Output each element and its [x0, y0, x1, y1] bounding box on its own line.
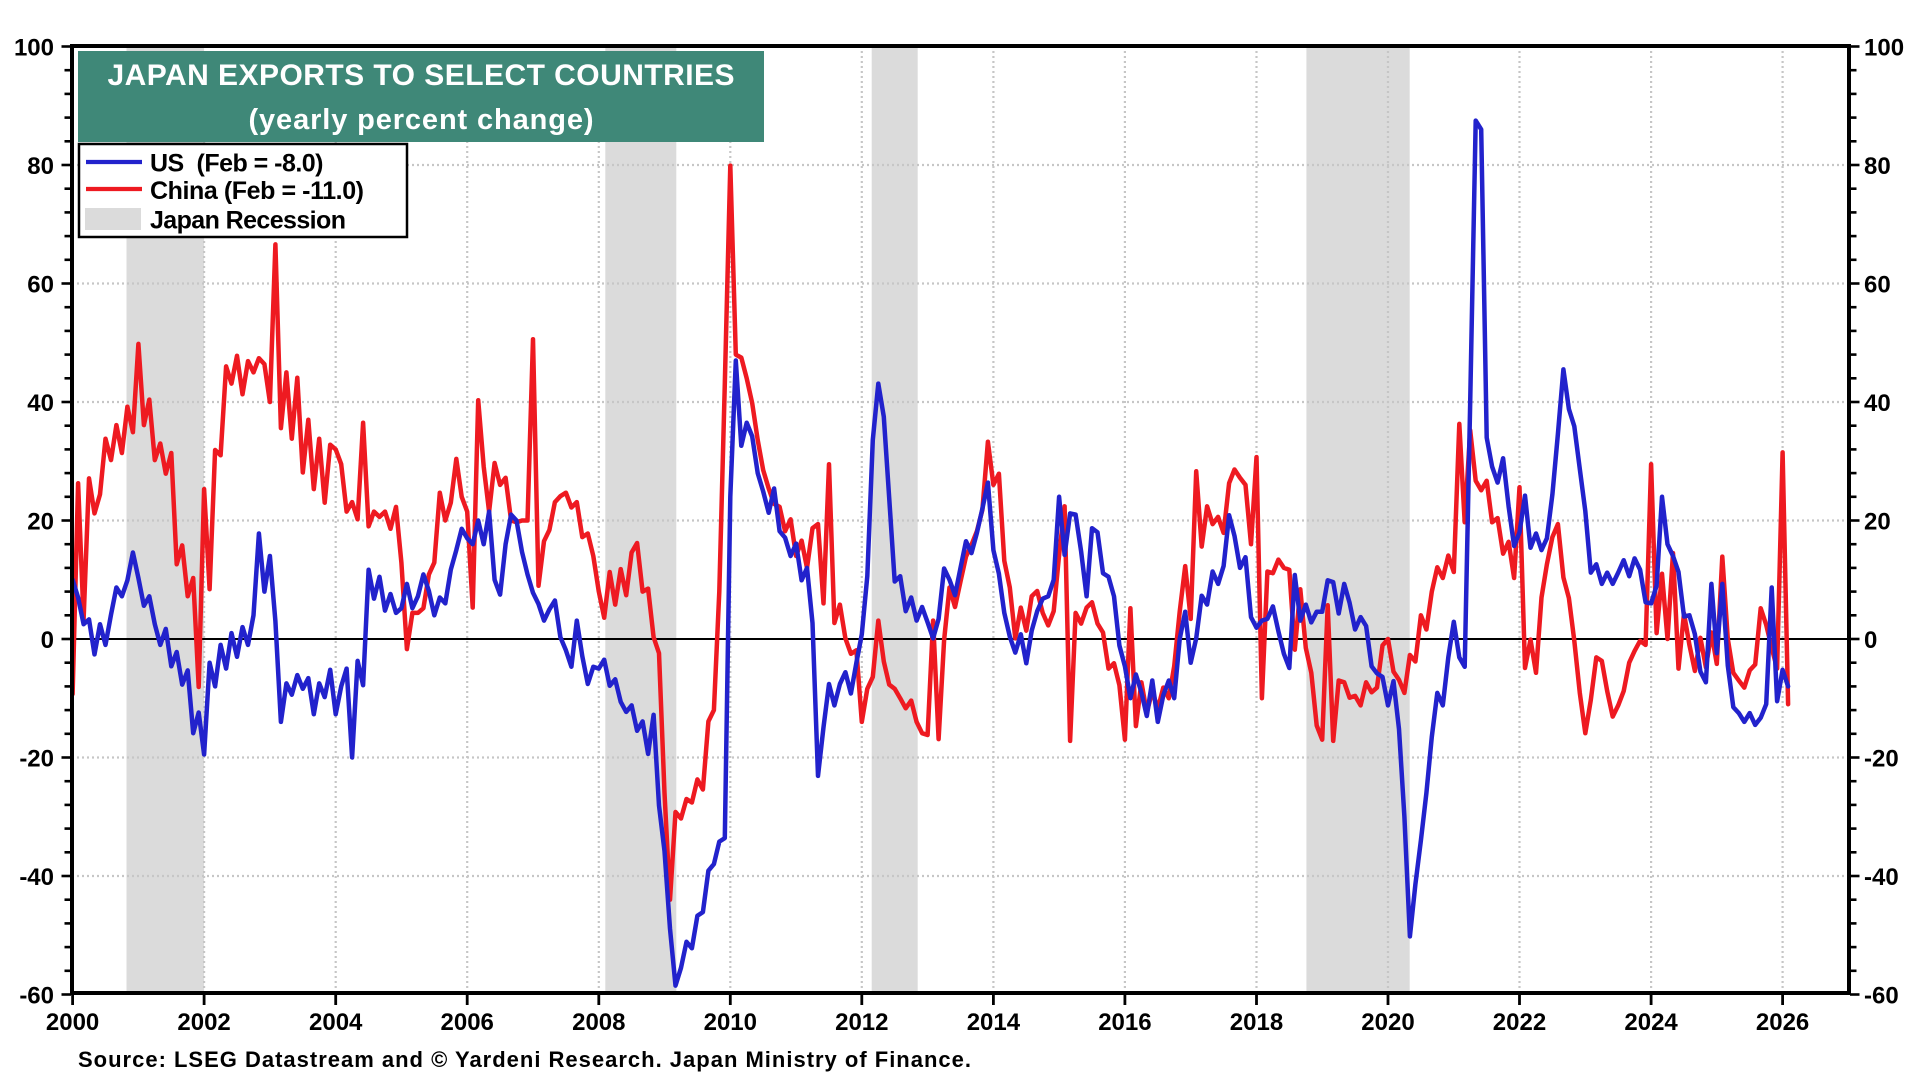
svg-text:-20: -20: [19, 745, 54, 772]
svg-text:2024: 2024: [1624, 1009, 1678, 1036]
svg-text:2010: 2010: [704, 1009, 757, 1036]
svg-text:US (Feb = -8.0): US (Feb = -8.0): [150, 150, 324, 178]
svg-text:2012: 2012: [835, 1009, 888, 1036]
svg-text:2022: 2022: [1493, 1009, 1546, 1036]
svg-text:(yearly percent change): (yearly percent change): [249, 104, 594, 136]
svg-text:100: 100: [14, 34, 54, 61]
svg-text:40: 40: [1864, 390, 1891, 417]
svg-text:JAPAN EXPORTS TO SELECT COUNTR: JAPAN EXPORTS TO SELECT COUNTRIES: [108, 59, 735, 92]
svg-text:40: 40: [27, 390, 54, 417]
svg-text:2004: 2004: [309, 1009, 363, 1036]
svg-text:2014: 2014: [967, 1009, 1021, 1036]
svg-text:100: 100: [1864, 34, 1904, 61]
svg-text:China (Feb = -11.0): China (Feb = -11.0): [150, 177, 364, 205]
svg-text:-60: -60: [1864, 982, 1899, 1009]
svg-text:2016: 2016: [1098, 1009, 1151, 1036]
svg-text:2002: 2002: [177, 1009, 230, 1036]
svg-text:0: 0: [41, 627, 54, 654]
svg-text:2000: 2000: [46, 1009, 99, 1036]
svg-text:20: 20: [27, 508, 54, 535]
svg-text:80: 80: [27, 153, 54, 180]
svg-text:0: 0: [1864, 627, 1877, 654]
svg-text:-40: -40: [19, 864, 54, 891]
svg-text:Japan Recession: Japan Recession: [150, 207, 346, 235]
svg-text:2008: 2008: [572, 1009, 625, 1036]
svg-text:60: 60: [1864, 271, 1891, 298]
svg-text:-20: -20: [1864, 745, 1899, 772]
svg-text:2006: 2006: [441, 1009, 494, 1036]
svg-text:Source: LSEG Datastream and ©: Source: LSEG Datastream and © Yardeni Re…: [78, 1047, 971, 1072]
svg-text:60: 60: [27, 271, 54, 298]
svg-text:2020: 2020: [1361, 1009, 1414, 1036]
svg-text:20: 20: [1864, 508, 1891, 535]
svg-text:2018: 2018: [1230, 1009, 1283, 1036]
svg-text:-60: -60: [19, 982, 54, 1009]
svg-text:80: 80: [1864, 153, 1891, 180]
svg-text:-40: -40: [1864, 864, 1899, 891]
svg-text:2026: 2026: [1756, 1009, 1809, 1036]
